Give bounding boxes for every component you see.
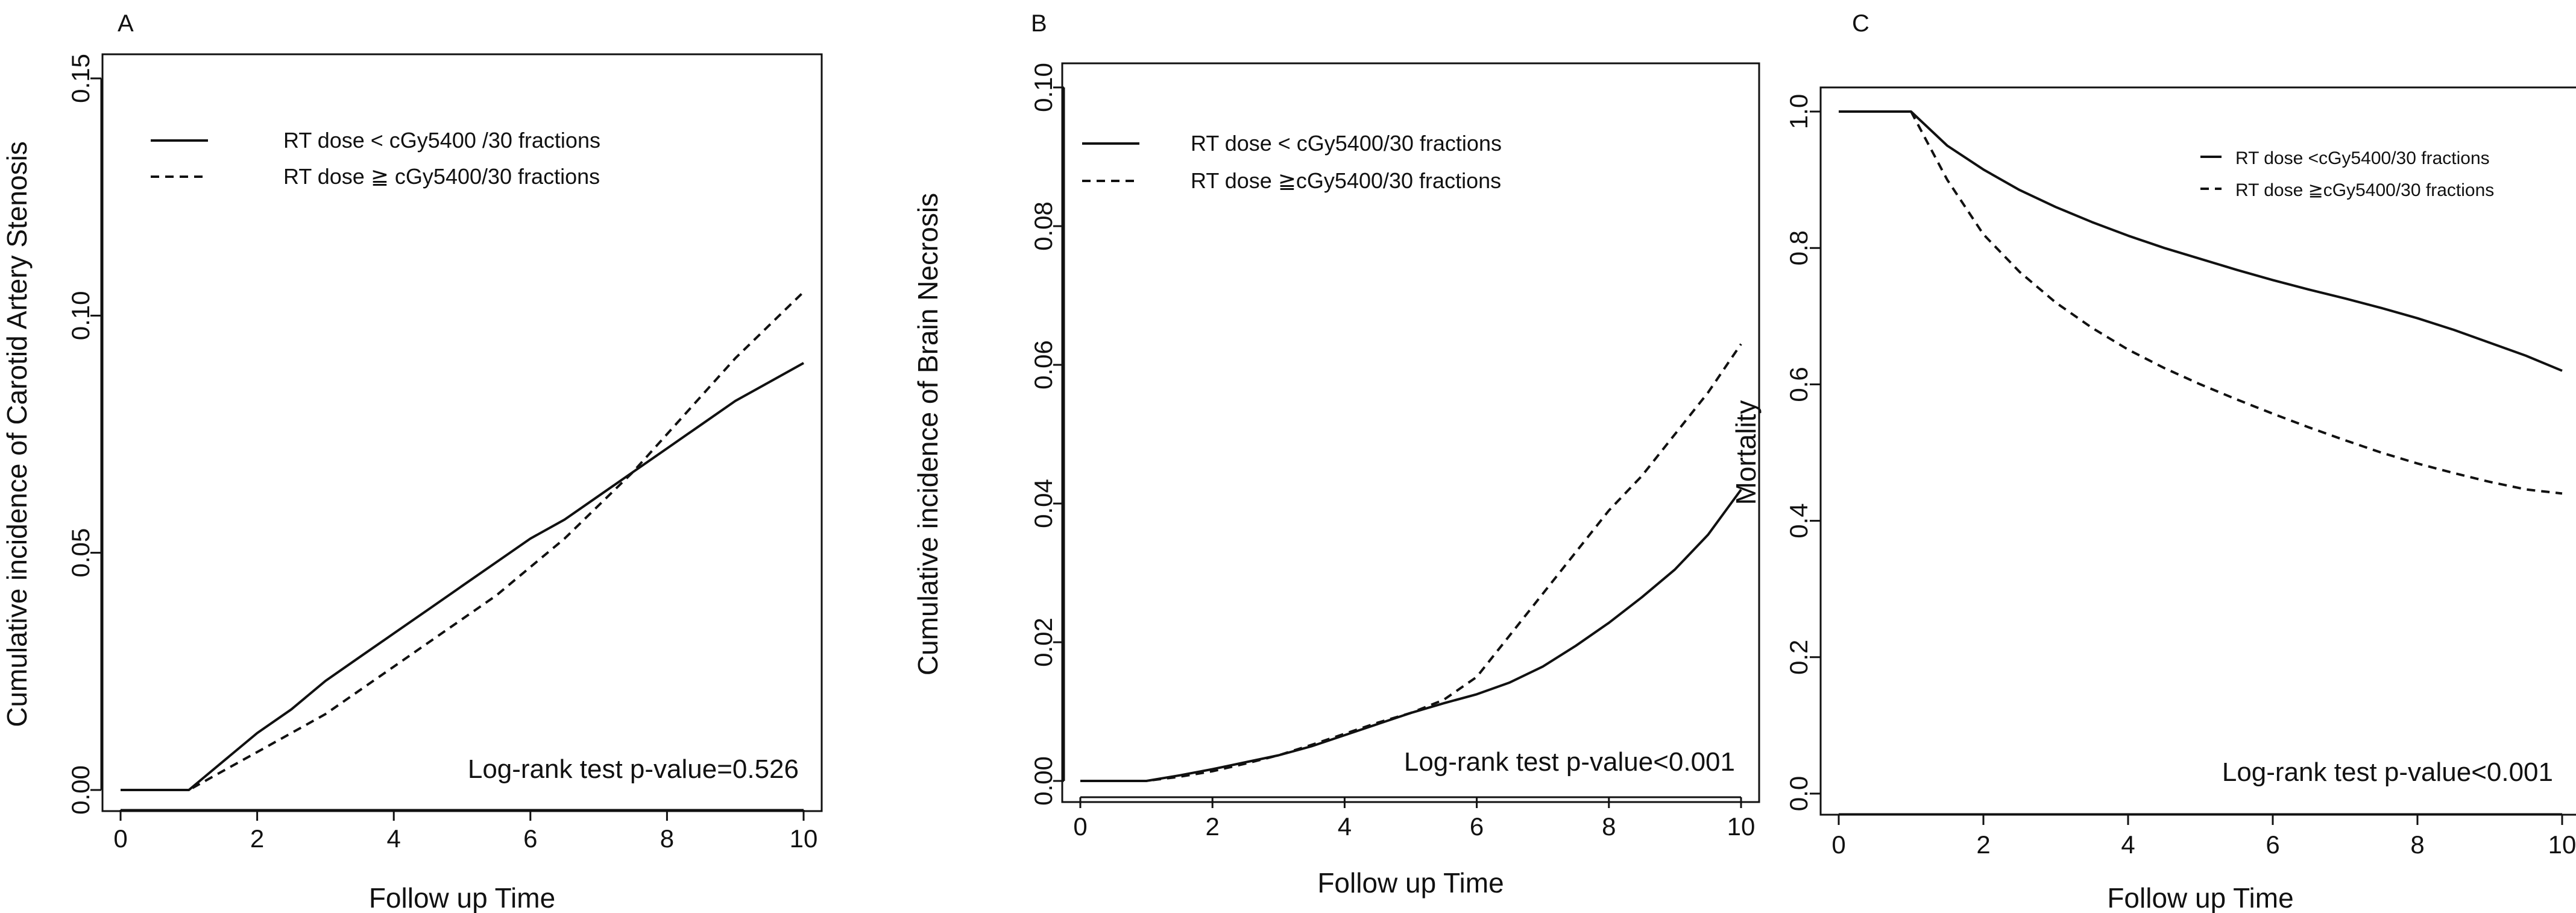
y-tick-label: 0.10: [1029, 63, 1057, 112]
x-tick-label: 0: [1831, 830, 1845, 859]
legend-label: RT dose ≧cGy5400/30 fractions: [1191, 168, 1501, 193]
y-tick-label: 0.06: [1029, 340, 1057, 390]
log-rank-annotation: Log-rank test p-value=0.526: [468, 754, 799, 784]
legend-label: RT dose < cGy5400 /30 fractions: [283, 128, 600, 153]
x-tick-label: 0: [1073, 812, 1087, 841]
chart-panel-a: A 0 2 4 6 8 10 0.00 0.05 0.10 0.15 Follow up Time Cu…: [1, 10, 823, 913]
legend-label: RT dose ≧cGy5400/30 fractions: [2235, 180, 2494, 200]
panel-label: B: [1031, 10, 1047, 37]
x-tick-label: 8: [660, 824, 674, 853]
series-line-dashed: [1080, 343, 1742, 782]
x-tick-label: 4: [2121, 830, 2135, 859]
series-line-dashed: [1839, 110, 2563, 495]
y-axis-label: Cumulative incidence of Brain Necrosis: [912, 193, 943, 675]
y-tick-label: 0.05: [66, 528, 95, 578]
panel-label: C: [1852, 10, 1869, 37]
y-tick-label: 0.2: [1784, 640, 1813, 675]
y-tick-label: 0.10: [66, 291, 95, 340]
x-tick-label: 8: [2410, 830, 2424, 859]
x-tick-label: 4: [387, 824, 401, 853]
x-tick-label: 2: [250, 824, 264, 853]
panel-label: A: [118, 10, 134, 37]
y-tick-label: 0.4: [1784, 503, 1813, 538]
x-tick-label: 6: [1470, 812, 1484, 841]
log-rank-annotation: Log-rank test p-value<0.001: [1404, 747, 1735, 777]
y-tick-label: 0.6: [1784, 367, 1813, 402]
series-line-solid: [121, 362, 804, 791]
legend-label: RT dose ≧ cGy5400/30 fractions: [283, 164, 600, 189]
x-tick-label: 4: [1338, 812, 1352, 841]
x-tick-label: 2: [1976, 830, 1990, 859]
x-tick-label: 6: [523, 824, 537, 853]
y-axis-label: Mortality: [1730, 400, 1762, 505]
x-tick-label: 10: [1727, 812, 1756, 841]
series-line-solid: [1080, 488, 1742, 782]
series-line-dashed: [121, 291, 805, 791]
y-tick-label: 0.04: [1029, 479, 1057, 528]
x-tick-label: 8: [1602, 812, 1616, 841]
chart-panel-c: C 0 2 4 6 8 10 0.0 0.2 0.4 0.6 0.8 1.0 Follow up Time…: [1730, 10, 2576, 913]
y-tick-label: 0.8: [1784, 230, 1813, 265]
y-tick-label: 0.15: [66, 54, 95, 103]
plot-frame: [1061, 62, 1760, 803]
legend-label: RT dose < cGy5400/30 fractions: [1191, 131, 1502, 156]
y-tick-label: 0.0: [1784, 776, 1813, 811]
series-line-solid: [1839, 110, 2563, 372]
plot-frame: [101, 53, 823, 812]
x-axis-label: Follow up Time: [369, 882, 555, 913]
y-tick-label: 0.08: [1029, 201, 1057, 251]
x-tick-label: 0: [113, 824, 127, 853]
x-tick-label: 6: [2266, 830, 2279, 859]
y-tick-label: 0.00: [66, 765, 95, 815]
x-axis-label: Follow up Time: [1317, 867, 1504, 899]
y-tick-label: 0.02: [1029, 618, 1057, 667]
y-axis-label: Cumulative incidence of Carotid Artery S…: [1, 141, 33, 727]
log-rank-annotation: Log-rank test p-value<0.001: [2222, 757, 2553, 787]
y-tick-label: 0.00: [1029, 756, 1057, 806]
legend-label: RT dose <cGy5400/30 fractions: [2235, 148, 2490, 168]
x-axis-label: Follow up Time: [2107, 882, 2293, 913]
x-tick-label: 10: [2548, 830, 2576, 859]
chart-panel-b: B 0 2 4 6 8 10 0.00 0.02 0.04 0.06 0.08 0.10 Follow u…: [912, 10, 1760, 899]
x-tick-label: 2: [1206, 812, 1220, 841]
y-tick-label: 1.0: [1784, 94, 1813, 129]
x-tick-label: 10: [790, 824, 818, 853]
